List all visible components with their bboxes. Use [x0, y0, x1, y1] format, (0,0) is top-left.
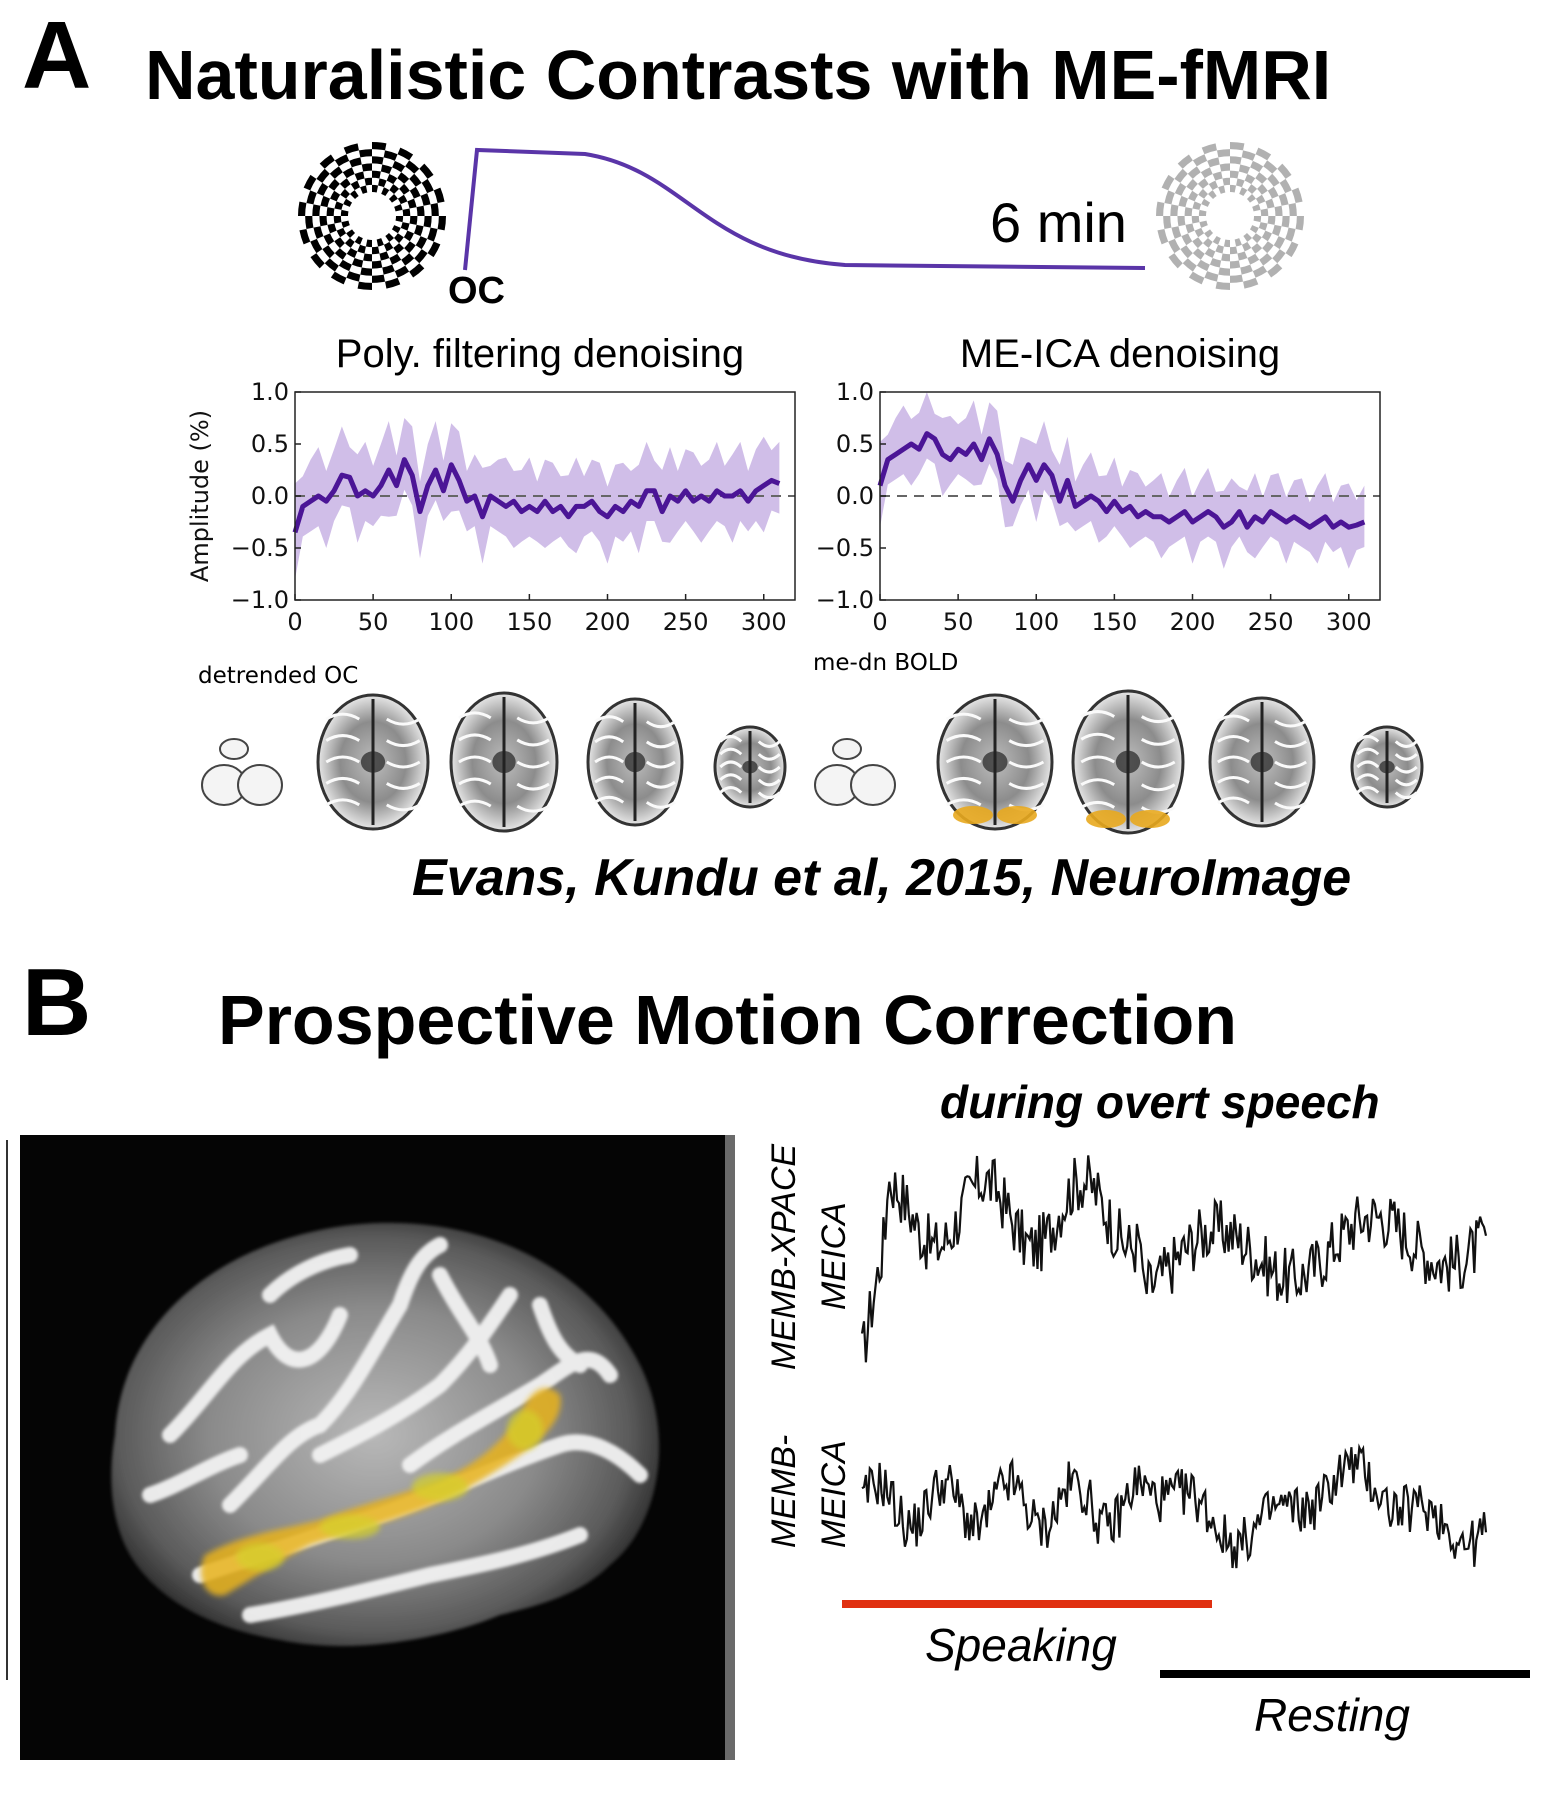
chart1-title: Poly. filtering denoising: [335, 332, 745, 376]
y-tick-label: −0.5: [231, 534, 289, 562]
trace1-label-line1: MEMB-XPACE: [765, 1143, 803, 1370]
sagittal-brain-image: [20, 1135, 735, 1760]
x-tick-label: 0: [872, 608, 887, 636]
brain-slice: [586, 697, 684, 827]
y-tick-label: 0.5: [251, 430, 289, 458]
panel-a-letter: A: [22, 2, 92, 109]
confidence-band: [295, 418, 780, 580]
x-tick-label: 300: [1326, 608, 1372, 636]
brain-slice: [814, 738, 896, 806]
y-tick-label: 0.5: [836, 430, 874, 458]
x-tick-label: 0: [287, 608, 302, 636]
detrended-oc-label: detrended OC: [198, 663, 359, 689]
speaking-bar: [842, 1600, 1212, 1608]
speaking-label: Speaking: [925, 1619, 1117, 1671]
y-tick-label: 0.0: [251, 482, 289, 510]
brain-slice: [316, 693, 430, 831]
brain-slice: [1208, 696, 1316, 828]
brain-slice: [1071, 689, 1185, 835]
checkerboard-icon: [298, 142, 446, 290]
trace-memb-meica: [861, 1443, 1488, 1569]
x-tick-label: 200: [585, 608, 631, 636]
x-tick-label: 100: [428, 608, 474, 636]
brain-slice: [201, 738, 283, 806]
x-tick-label: 150: [506, 608, 552, 636]
resting-bar: [1160, 1670, 1530, 1678]
x-tick-label: 200: [1170, 608, 1216, 636]
me-dn-bold-label: me-dn BOLD: [813, 650, 959, 676]
faded-checkerboard-icon: [1156, 142, 1304, 290]
chart-meica: 0 50 100 150 200 250 300 1.0 0.5 0.0 −0.5 −1.0: [816, 380, 1381, 636]
y-tick-label: −1.0: [231, 586, 289, 614]
panel-a-title: Naturalistic Contrasts with ME-fMRI: [145, 36, 1332, 114]
series-line: [877, 431, 1366, 530]
brain-slice: [449, 691, 559, 833]
x-tick-label: 100: [1013, 608, 1059, 636]
trace2-label-line2: MEICA: [815, 1440, 853, 1548]
panel-b-letter: B: [22, 949, 92, 1056]
y-tick-label: −1.0: [816, 586, 874, 614]
chart-poly-filtering: 0 50 100 150 200 250 300 1.0 0.5 0.0 −0.5 −1.0 Ampli…: [186, 380, 796, 636]
six-min-label: 6 min: [990, 191, 1127, 254]
y-tick-label: −0.5: [816, 534, 874, 562]
oc-label: OC: [448, 270, 505, 312]
x-tick-label: 250: [1248, 608, 1294, 636]
speech-traces: [860, 1155, 1488, 1569]
brain-slices-row: [201, 689, 1424, 835]
y-axis-label: Amplitude (%): [186, 410, 214, 582]
x-tick-label: 50: [358, 608, 389, 636]
resting-label: Resting: [1254, 1689, 1410, 1741]
image-border: [6, 1140, 8, 1680]
brain-slice: [936, 693, 1054, 831]
trace1-label-line2: MEICA: [815, 1202, 853, 1310]
panel-b-subtitle: during overt speech: [940, 1076, 1380, 1128]
brain-slice: [1350, 725, 1424, 809]
y-tick-label: 1.0: [251, 380, 289, 406]
trace2-label-line1: MEMB-: [765, 1434, 803, 1548]
panel-b-title: Prospective Motion Correction: [218, 981, 1238, 1059]
y-tick-label: 1.0: [836, 380, 874, 406]
x-tick-label: 150: [1091, 608, 1137, 636]
series-line: [292, 457, 781, 534]
brain-slice: [713, 725, 787, 809]
citation: Evans, Kundu et al, 2015, NeuroImage: [412, 849, 1352, 907]
x-tick-label: 300: [741, 608, 787, 636]
y-tick-label: 0.0: [836, 482, 874, 510]
trace-memb-xpace-meica: [860, 1155, 1488, 1363]
contrast-decay-curve: [463, 147, 1146, 271]
x-tick-label: 50: [943, 608, 974, 636]
confidence-band: [880, 392, 1365, 569]
x-tick-label: 250: [663, 608, 709, 636]
chart2-title: ME-ICA denoising: [959, 332, 1281, 376]
